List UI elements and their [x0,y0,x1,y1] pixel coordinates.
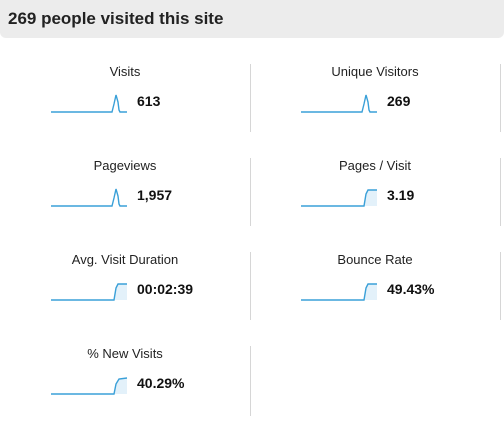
column-divider [250,252,251,320]
page-title: 269 people visited this site [8,9,224,28]
metric-visits: Visits 613 [0,64,250,144]
sparkline-icon [51,94,127,113]
sparkline-icon [51,377,128,395]
metric-label: Bounce Rate [337,252,413,267]
sparkline-icon [301,189,377,207]
column-divider [500,158,501,226]
metric-value: 49.43% [387,281,435,297]
header-bar: 269 people visited this site [0,0,504,38]
metric-label: Unique Visitors [331,64,419,79]
metric-value: 00:02:39 [137,281,194,297]
metric-avg-visit-duration: Avg. Visit Duration 00:02:39 [0,252,250,332]
column-divider [250,346,251,416]
column-divider [250,64,251,132]
metric-bounce-rate: Bounce Rate 49.43% [250,252,500,332]
column-divider [250,158,251,226]
metric-label: Pages / Visit [338,158,412,173]
sparkline-icon [51,283,127,301]
metric-label: Pageviews [93,158,157,173]
metric-pages-per-visit: Pages / Visit 3.19 [250,158,500,238]
metric-label: % New Visits [87,346,163,361]
metric-value: 40.29% [137,375,185,391]
metric-value: 1,957 [137,187,173,203]
metric-label: Avg. Visit Duration [71,252,179,267]
column-divider [500,64,501,132]
metric-unique-visitors: Unique Visitors 269 [250,64,500,144]
metric-label: Visits [109,64,141,79]
metric-new-visits: % New Visits 40.29% [0,346,250,426]
metric-value: 3.19 [387,187,415,203]
sparkline-icon [51,188,127,207]
sparkline-icon [301,94,377,113]
sparkline-icon [301,283,377,301]
metric-value: 613 [137,93,161,109]
column-divider [500,252,501,320]
metric-pageviews: Pageviews 1,957 [0,158,250,238]
metric-value: 269 [387,93,411,109]
